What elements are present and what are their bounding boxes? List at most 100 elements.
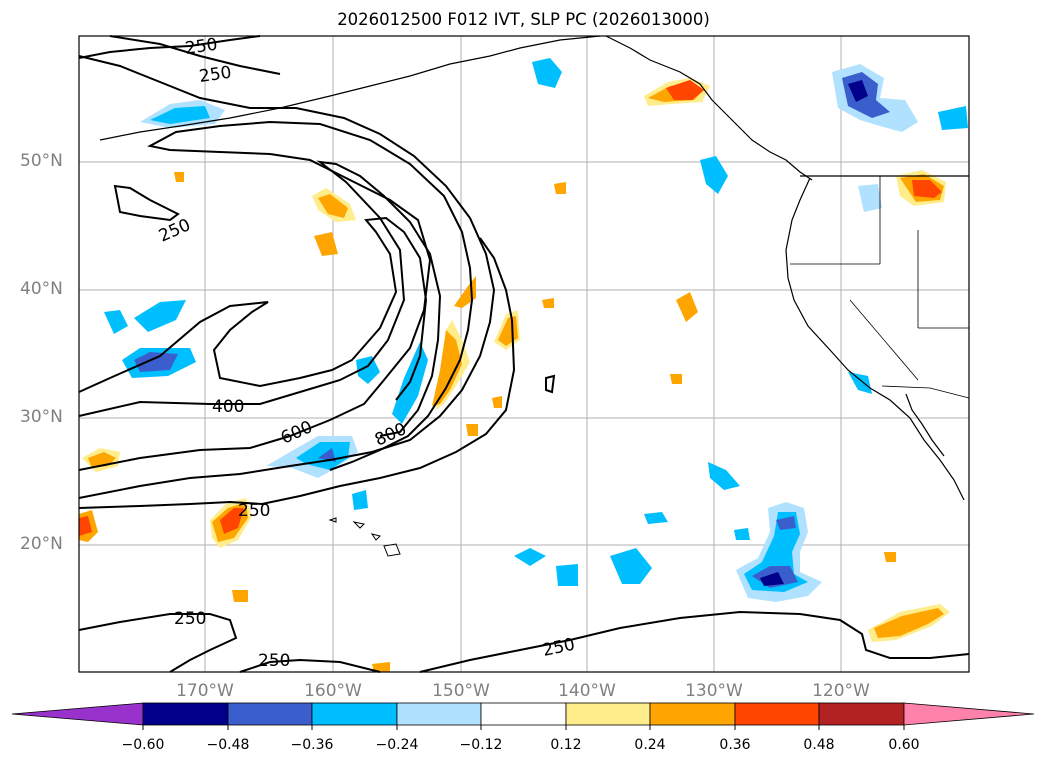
ivt-positive-area [666,80,704,100]
ivt-positive-area [372,662,390,672]
slp-contour [78,613,238,673]
slp-contour [113,184,180,222]
border-us-mexico [881,385,970,399]
slp-contour [78,160,442,437]
lon-label: 120°W [812,681,870,701]
ivt-shading [79,58,968,672]
colorbar [11,702,1035,730]
colorbar-tick-label: 0.48 [803,737,835,753]
ivt-positive-area [318,194,348,218]
ivt-negative-area [318,448,336,462]
state-borders [790,176,969,381]
contour-label: 250 [238,501,270,521]
colorbar-tick-label: −0.12 [459,737,503,753]
coastline-alaska [99,35,601,141]
ivt-negative-area [356,356,380,384]
ivt-negative-area [848,372,872,394]
ivt-negative-area [352,490,368,510]
coastline-west-us [785,177,965,501]
colorbar-tick-label: 0.24 [634,737,666,753]
ivt-positive-area [670,374,682,384]
ivt-negative-area [776,516,796,530]
lon-label: 160°W [304,681,362,701]
colorbar-segment [480,702,567,726]
coastlines [99,35,970,557]
ivt-negative-area [556,564,578,586]
ivt-positive-area [174,172,184,182]
lat-label: 20°N [20,534,63,554]
ivt-positive-area [432,330,462,406]
ivt-negative-area [848,80,868,102]
coastline-alaska [605,35,813,181]
ivt-negative-area [760,572,784,586]
colorbar-segment [734,702,820,726]
ivt-negative-area [134,352,178,372]
ivt-positive-area [232,590,248,602]
ivt-negative-area [610,548,652,584]
contour-label: 250 [198,63,233,87]
colorbar-tick-label: 0.12 [550,737,582,753]
slp-contours [78,35,970,673]
slp-contour [78,216,428,401]
colorbar-tick-label: 0.60 [888,737,920,753]
ivt-positive-area [542,298,554,308]
ivt-negative-area [532,58,562,88]
colorbar-ticks [142,725,905,730]
contour-label: 250 [184,35,219,59]
ivt-negative-area [858,184,882,212]
slp-contour [239,658,381,673]
slp-contour [78,120,474,471]
colorbar-segment [396,702,482,726]
ivt-positive-area [912,180,942,198]
colorbar-segment [818,702,905,726]
ivt-negative-area [150,106,210,124]
ivt-negative-area [514,548,546,566]
ivt-positive-area [454,276,476,308]
lon-label: 130°W [685,681,743,701]
ivt-negative-area [708,462,740,490]
slp-contour [109,35,281,75]
ivt-positive-area [676,292,698,322]
hawaii-islands [328,517,401,557]
colorbar-segment [142,702,229,726]
lat-label: 40°N [20,279,63,299]
contour-label: 250 [541,635,577,661]
slp-contour [545,374,556,394]
ivt-negative-area [938,106,968,130]
contour-label: 250 [174,609,206,629]
ivt-negative-area [734,528,750,540]
colorbar-extend-high [903,702,1035,726]
ivt-negative-area [134,300,186,332]
ivt-positive-area [314,232,338,256]
lat-label: 30°N [20,407,63,427]
map-frame [78,35,970,673]
ivt-negative-area [104,310,128,334]
ivt-positive-area [554,182,566,194]
contour-label: 400 [212,397,244,417]
lat-label: 50°N [20,151,63,171]
lon-label: 140°W [558,681,616,701]
colorbar-tick-label: −0.48 [206,737,250,753]
page-title: 2026012500 F012 IVT, SLP PC (2026013000) [337,10,710,29]
ivt-positive-area [79,516,92,536]
colorbar-segment [227,702,313,726]
ivt-positive-area [874,608,944,638]
ivt-positive-area [220,508,244,534]
ivt-negative-area [644,512,668,524]
colorbar-segment [649,702,736,726]
colorbar-tick-label: 0.36 [719,737,751,753]
ivt-positive-area [466,424,478,436]
colorbar-tick-label: −0.60 [121,737,165,753]
colorbar-segment [311,702,398,726]
ivt-negative-area [700,156,728,194]
lon-label: 150°W [432,681,490,701]
slp-contour [419,610,970,673]
lon-label: 170°W [176,681,234,701]
ivt-positive-area [884,552,896,562]
colorbar-extend-low [11,702,144,726]
colorbar-segment [565,702,651,726]
slp-contour [78,55,496,499]
colorbar-tick-label: −0.36 [290,737,334,753]
contour-label: 250 [258,651,290,671]
